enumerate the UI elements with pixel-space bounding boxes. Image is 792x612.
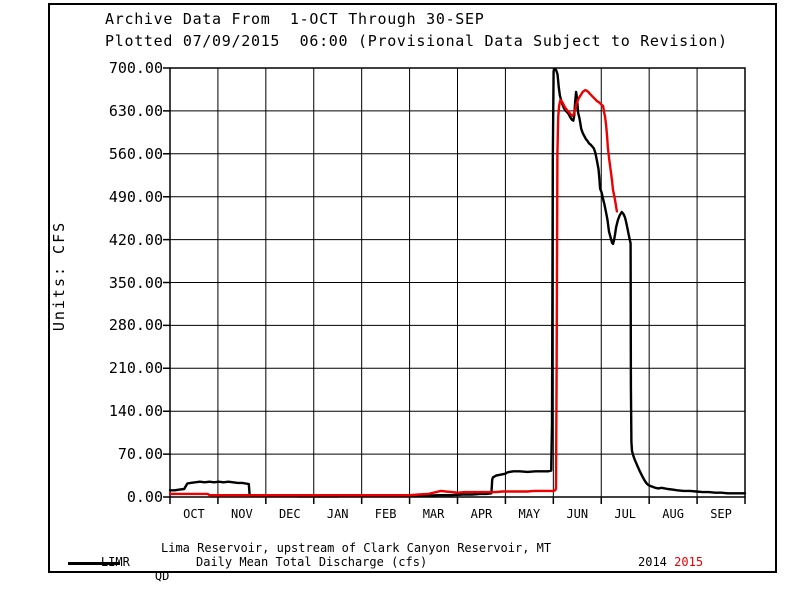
x-month-label-OCT: OCT bbox=[183, 507, 205, 521]
series-line-2015 bbox=[168, 88, 619, 497]
y-tick-label-70.00: 70.00 bbox=[117, 445, 163, 464]
legend-parameter-row: QD Daily Mean Total Discharge (cfs) bbox=[126, 555, 427, 611]
y-tick-label-420.00: 420.00 bbox=[108, 230, 163, 249]
y-tick-label-700.00: 700.00 bbox=[108, 59, 163, 77]
y-tick-label-140.00: 140.00 bbox=[108, 402, 163, 421]
x-month-label-NOV: NOV bbox=[231, 507, 253, 521]
y-tick-label-350.00: 350.00 bbox=[108, 273, 163, 292]
y-tick-label-0.00: 0.00 bbox=[126, 488, 163, 506]
legend-years: 2014 2015 bbox=[638, 555, 703, 569]
legend-line-sample-icon bbox=[68, 562, 120, 565]
axis-tick-marks bbox=[163, 67, 746, 504]
plot-outer-border bbox=[48, 3, 777, 573]
legend-year-2014: 2014 bbox=[638, 555, 667, 569]
legend-year-2015: 2015 bbox=[674, 555, 704, 569]
plot-subtitle: Plotted 07/09/2015 06:00 (Provisional Da… bbox=[105, 32, 728, 50]
x-month-label-APR: APR bbox=[470, 507, 493, 521]
x-month-label-JAN: JAN bbox=[326, 507, 349, 521]
x-month-label-FEB: FEB bbox=[374, 507, 397, 521]
x-month-label-MAY: MAY bbox=[518, 507, 541, 521]
legend-site-row: LIMR Lima Reservoir, upstream of Clark C… bbox=[72, 541, 551, 597]
parameter-description: Daily Mean Total Discharge (cfs) bbox=[196, 555, 428, 569]
y-tick-label-560.00: 560.00 bbox=[108, 144, 163, 163]
grid-lines bbox=[170, 68, 745, 497]
x-month-label-MAR: MAR bbox=[422, 507, 445, 521]
station-name: Lima Reservoir, upstream of Clark Canyon… bbox=[161, 541, 552, 555]
x-month-label-SEP: SEP bbox=[710, 507, 732, 521]
y-tick-label-210.00: 210.00 bbox=[108, 359, 163, 378]
plot-frame bbox=[169, 67, 746, 498]
parameter-code: QD bbox=[154, 569, 170, 583]
y-tick-label-630.00: 630.00 bbox=[108, 101, 163, 120]
y-tick-label-280.00: 280.00 bbox=[108, 316, 163, 335]
x-month-label-AUG: AUG bbox=[662, 507, 684, 521]
y-tick-label-490.00: 490.00 bbox=[108, 187, 163, 206]
plot-title: Archive Data From 1-OCT Through 30-SEP bbox=[105, 10, 485, 28]
x-month-label-JUL: JUL bbox=[614, 507, 637, 521]
x-month-label-JUN: JUN bbox=[566, 507, 589, 521]
x-month-label-DEC: DEC bbox=[278, 507, 301, 521]
